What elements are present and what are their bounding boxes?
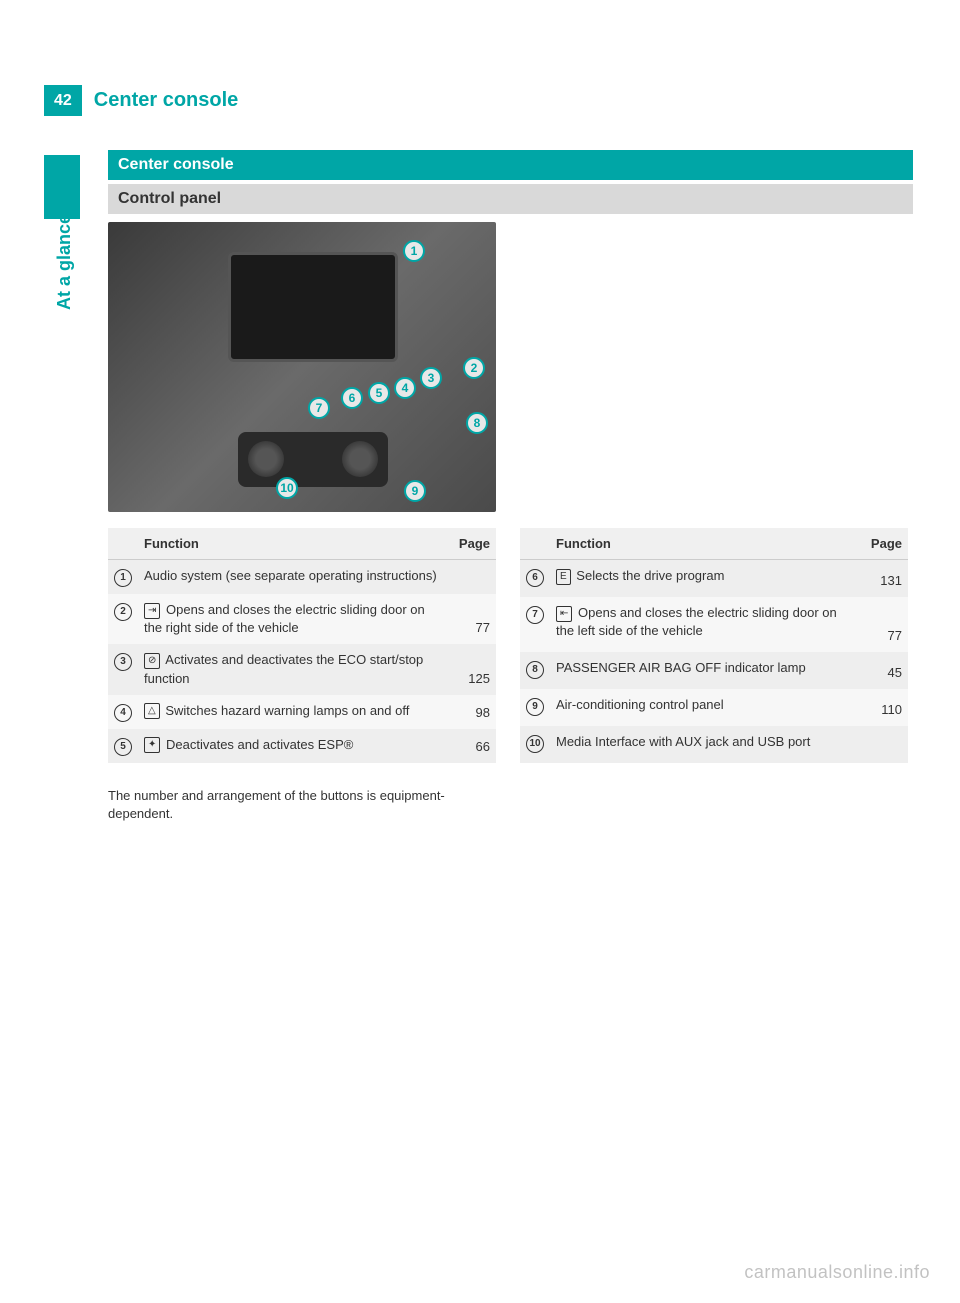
- function-icon: E: [556, 569, 571, 585]
- page-header-title: Center console: [82, 85, 250, 116]
- page-cell: 77: [446, 594, 496, 644]
- section-title: Center console: [108, 150, 913, 180]
- table-row: 2⇥ Opens and closes the electric sliding…: [108, 594, 496, 644]
- table-row: 5✦ Deactivates and activates ESP®66: [108, 729, 496, 763]
- th-function: Function: [550, 528, 858, 560]
- ref-cell: 4: [108, 695, 138, 729]
- page-cell: 66: [446, 729, 496, 763]
- callout-8: 8: [466, 412, 488, 434]
- page-cell: 77: [858, 597, 908, 652]
- page-header: 42 Center console: [44, 85, 250, 116]
- footnote: The number and arrangement of the button…: [108, 787, 496, 823]
- desc-cell: Air-conditioning control panel: [550, 689, 858, 726]
- page-cell: 98: [446, 695, 496, 729]
- side-label: At a glance: [54, 214, 75, 310]
- function-icon: △: [144, 703, 160, 719]
- page-cell: [446, 560, 496, 595]
- page-cell: 110: [858, 689, 908, 726]
- callout-2: 2: [463, 357, 485, 379]
- ref-cell: 9: [520, 689, 550, 726]
- th-page: Page: [446, 528, 496, 560]
- page-cell: 131: [858, 560, 908, 598]
- control-panel-diagram: 1 234567 8 9 10: [108, 222, 496, 512]
- desc-cell: Audio system (see separate operating ins…: [138, 560, 446, 595]
- table-row: 1Audio system (see separate operating in…: [108, 560, 496, 595]
- subsection-title: Control panel: [108, 184, 913, 214]
- desc-cell: ⇤ Opens and closes the electric sliding …: [550, 597, 858, 652]
- desc-cell: ✦ Deactivates and activates ESP®: [138, 729, 446, 763]
- table-row: 10Media Interface with AUX jack and USB …: [520, 726, 908, 763]
- callout-3: 3: [420, 367, 442, 389]
- callout-10: 10: [276, 477, 298, 499]
- ref-cell: 5: [108, 729, 138, 763]
- ref-cell: 2: [108, 594, 138, 644]
- diagram-screen: [228, 252, 398, 362]
- table-row: 7⇤ Opens and closes the electric sliding…: [520, 597, 908, 652]
- function-table-left: Function Page 1Audio system (see separat…: [108, 528, 496, 763]
- desc-cell: △ Switches hazard warning lamps on and o…: [138, 695, 446, 729]
- desc-cell: ⇥ Opens and closes the electric sliding …: [138, 594, 446, 644]
- th-function: Function: [138, 528, 446, 560]
- page-cell: [858, 726, 908, 763]
- table-row: 8PASSENGER AIR BAG OFF indicator lamp45: [520, 652, 908, 689]
- function-table-right: Function Page 6E Selects the drive progr…: [520, 528, 908, 763]
- function-icon: ⇤: [556, 606, 572, 622]
- tables-row: Function Page 1Audio system (see separat…: [108, 528, 913, 763]
- watermark: carmanualsonline.info: [744, 1262, 930, 1283]
- ref-cell: 10: [520, 726, 550, 763]
- table-row: 4△ Switches hazard warning lamps on and …: [108, 695, 496, 729]
- callout-7: 7: [308, 397, 330, 419]
- ref-cell: 7: [520, 597, 550, 652]
- desc-cell: Media Interface with AUX jack and USB po…: [550, 726, 858, 763]
- page-cell: 45: [858, 652, 908, 689]
- ref-cell: 6: [520, 560, 550, 598]
- desc-cell: ⊘ Activates and deactivates the ECO star…: [138, 644, 446, 694]
- callout-5: 5: [368, 382, 390, 404]
- desc-cell: PASSENGER AIR BAG OFF indicator lamp: [550, 652, 858, 689]
- table-row: 6E Selects the drive program131: [520, 560, 908, 598]
- function-icon: ✦: [144, 737, 160, 753]
- function-icon: ⇥: [144, 603, 160, 619]
- table-row: 9Air-conditioning control panel110: [520, 689, 908, 726]
- side-tab: [44, 155, 80, 219]
- page-cell: 125: [446, 644, 496, 694]
- function-icon: ⊘: [144, 653, 160, 669]
- callout-9: 9: [404, 480, 426, 502]
- diagram-dials: [238, 432, 388, 487]
- ref-cell: 8: [520, 652, 550, 689]
- callout-1: 1: [403, 240, 425, 262]
- content-area: Center console Control panel 12345678910…: [108, 150, 913, 823]
- th-page: Page: [858, 528, 908, 560]
- callout-4: 4: [394, 377, 416, 399]
- callout-6: 6: [341, 387, 363, 409]
- ref-cell: 1: [108, 560, 138, 595]
- ref-cell: 3: [108, 644, 138, 694]
- table-row: 3⊘ Activates and deactivates the ECO sta…: [108, 644, 496, 694]
- page-number: 42: [44, 85, 82, 116]
- desc-cell: E Selects the drive program: [550, 560, 858, 598]
